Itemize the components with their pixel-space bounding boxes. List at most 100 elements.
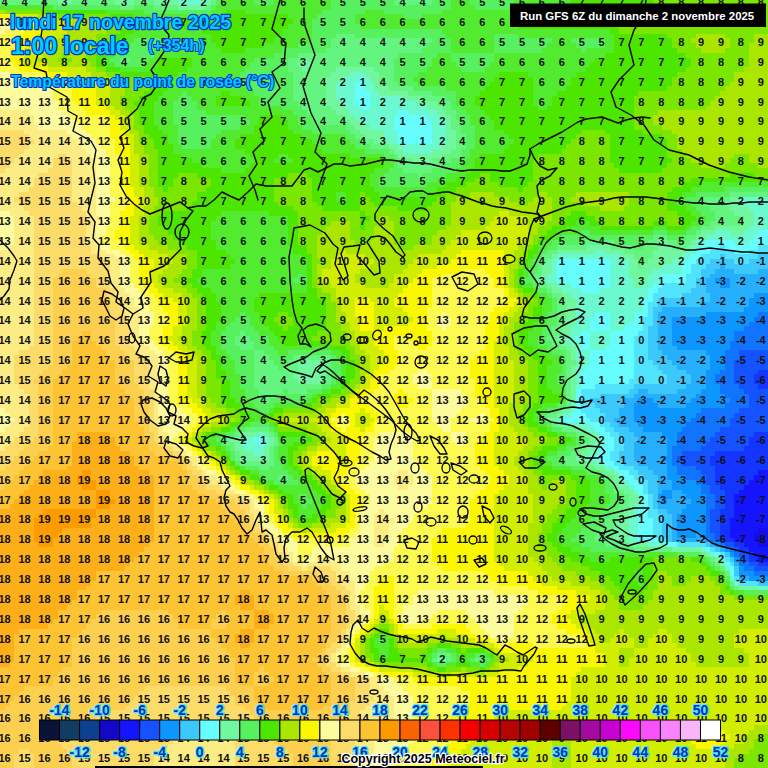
- svg-text:12: 12: [317, 533, 329, 545]
- svg-text:5: 5: [280, 394, 286, 406]
- svg-text:8: 8: [678, 96, 684, 108]
- svg-text:26: 26: [452, 702, 468, 718]
- svg-text:13: 13: [98, 215, 110, 227]
- svg-text:-3: -3: [676, 474, 686, 486]
- svg-text:9: 9: [718, 96, 724, 108]
- svg-text:11: 11: [596, 653, 608, 665]
- svg-text:13: 13: [436, 394, 448, 406]
- svg-text:5: 5: [360, 0, 366, 8]
- svg-text:11: 11: [556, 673, 568, 685]
- svg-text:12: 12: [456, 334, 468, 346]
- svg-text:16: 16: [237, 693, 249, 705]
- svg-text:13: 13: [357, 533, 369, 545]
- svg-text:7: 7: [360, 215, 366, 227]
- svg-text:-1: -1: [676, 295, 686, 307]
- svg-text:6: 6: [220, 135, 226, 147]
- svg-text:9: 9: [181, 334, 187, 346]
- svg-text:8: 8: [618, 175, 624, 187]
- svg-text:17: 17: [118, 394, 130, 406]
- svg-text:6: 6: [539, 96, 545, 108]
- svg-text:17: 17: [98, 573, 110, 585]
- svg-text:17: 17: [197, 494, 209, 506]
- svg-text:7: 7: [658, 56, 664, 68]
- svg-text:5: 5: [201, 115, 207, 127]
- svg-text:13: 13: [496, 613, 508, 625]
- svg-text:8: 8: [678, 215, 684, 227]
- svg-text:10: 10: [496, 374, 508, 386]
- svg-text:5: 5: [280, 76, 286, 88]
- svg-text:7: 7: [161, 155, 167, 167]
- svg-text:12: 12: [436, 334, 448, 346]
- svg-text:11: 11: [576, 653, 588, 665]
- svg-text:2: 2: [400, 96, 406, 108]
- svg-text:7: 7: [240, 414, 246, 426]
- svg-text:12: 12: [436, 354, 448, 366]
- svg-text:15: 15: [138, 752, 150, 764]
- svg-text:6: 6: [240, 215, 246, 227]
- svg-text:17: 17: [0, 693, 11, 705]
- svg-text:7: 7: [201, 215, 207, 227]
- svg-text:-2: -2: [656, 454, 666, 466]
- svg-text:6: 6: [519, 56, 525, 68]
- svg-text:12: 12: [396, 533, 408, 545]
- svg-text:10: 10: [735, 732, 747, 744]
- svg-text:7: 7: [161, 56, 167, 68]
- svg-text:13: 13: [377, 434, 389, 446]
- svg-text:10: 10: [655, 633, 667, 645]
- svg-text:2: 2: [579, 354, 585, 366]
- svg-text:6: 6: [340, 195, 346, 207]
- svg-text:12: 12: [436, 454, 448, 466]
- svg-text:11: 11: [476, 513, 488, 525]
- svg-text:14: 14: [217, 752, 230, 764]
- svg-text:0: 0: [196, 744, 204, 760]
- svg-text:9: 9: [340, 394, 346, 406]
- svg-text:6: 6: [260, 275, 266, 287]
- svg-text:7: 7: [579, 115, 585, 127]
- svg-text:12: 12: [118, 195, 130, 207]
- svg-text:10: 10: [516, 513, 528, 525]
- svg-text:6: 6: [240, 255, 246, 267]
- svg-text:7: 7: [400, 195, 406, 207]
- svg-text:5: 5: [400, 76, 406, 88]
- svg-text:14: 14: [337, 573, 350, 585]
- svg-text:10: 10: [615, 633, 627, 645]
- svg-text:5: 5: [539, 414, 545, 426]
- svg-text:12: 12: [456, 613, 468, 625]
- svg-text:9: 9: [360, 354, 366, 366]
- svg-text:12: 12: [456, 513, 468, 525]
- svg-text:12: 12: [98, 115, 110, 127]
- svg-text:16: 16: [297, 752, 309, 764]
- svg-text:17: 17: [237, 553, 249, 565]
- svg-text:7: 7: [360, 155, 366, 167]
- svg-text:5: 5: [181, 135, 187, 147]
- svg-text:8: 8: [559, 434, 565, 446]
- svg-text:6: 6: [579, 215, 585, 227]
- svg-text:12: 12: [297, 553, 309, 565]
- svg-text:(+354h): (+354h): [148, 37, 204, 54]
- svg-text:1: 1: [599, 275, 605, 287]
- svg-text:6: 6: [256, 702, 264, 718]
- svg-text:10: 10: [396, 633, 408, 645]
- svg-text:7: 7: [141, 96, 147, 108]
- svg-text:8: 8: [320, 215, 326, 227]
- svg-text:-2: -2: [736, 573, 746, 585]
- svg-text:6: 6: [419, 76, 425, 88]
- svg-text:1: 1: [559, 275, 565, 287]
- svg-text:1: 1: [400, 135, 406, 147]
- svg-text:7: 7: [638, 553, 644, 565]
- svg-text:11: 11: [397, 295, 409, 307]
- svg-text:11: 11: [476, 533, 488, 545]
- svg-text:2: 2: [439, 653, 445, 665]
- svg-text:7: 7: [579, 553, 585, 565]
- svg-text:12: 12: [0, 56, 11, 68]
- svg-text:16: 16: [98, 314, 110, 326]
- svg-text:12: 12: [396, 354, 408, 366]
- svg-text:7: 7: [499, 175, 505, 187]
- svg-text:9: 9: [718, 155, 724, 167]
- svg-text:9: 9: [360, 374, 366, 386]
- svg-text:16: 16: [118, 693, 130, 705]
- svg-text:16: 16: [0, 752, 11, 764]
- svg-text:15: 15: [98, 752, 110, 764]
- svg-text:7: 7: [220, 374, 226, 386]
- svg-text:17: 17: [138, 573, 150, 585]
